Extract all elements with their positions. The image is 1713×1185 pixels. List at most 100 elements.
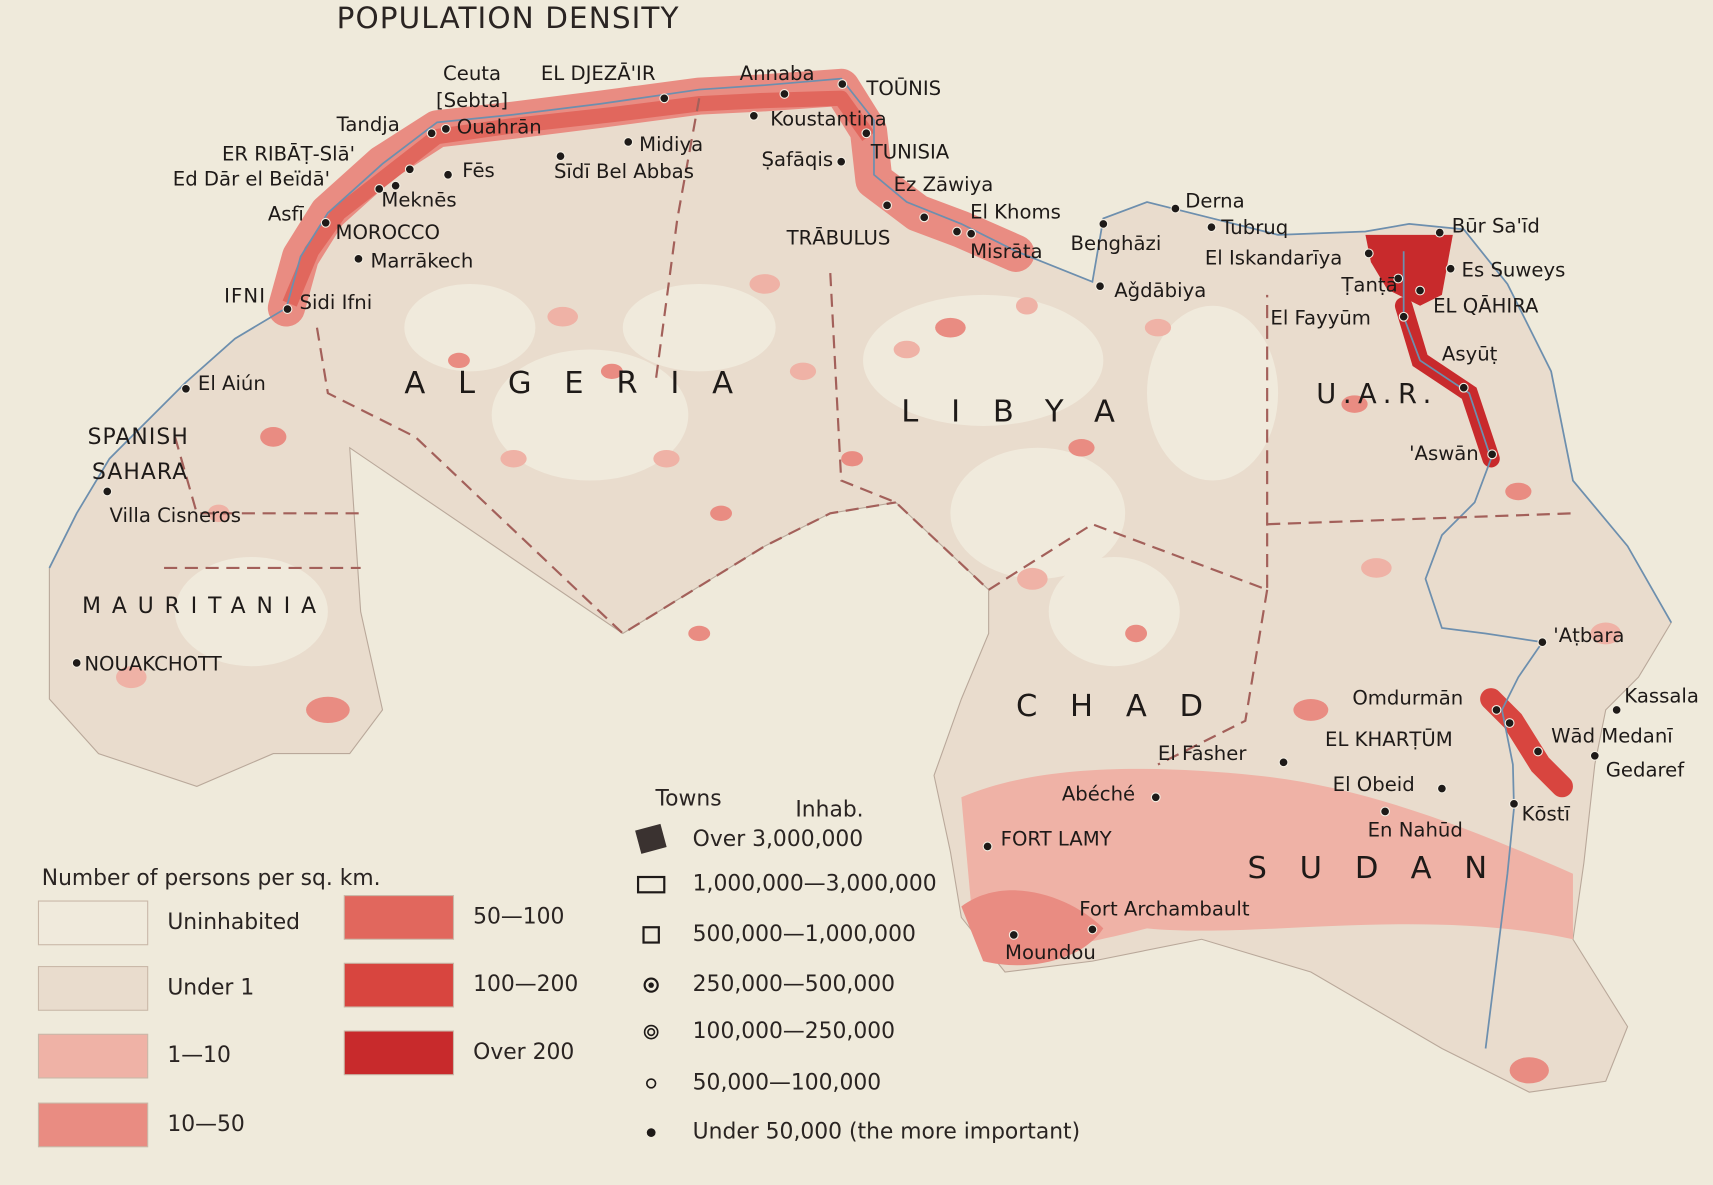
place-label: Ouahrān (457, 115, 542, 138)
populated-area (547, 306, 578, 327)
border (315, 327, 896, 635)
place-label: ER RIBĀṬ-Slā' (222, 142, 355, 166)
legend-label: 250,000—500,000 (693, 972, 895, 997)
town-marker (1458, 382, 1469, 393)
populated-area (841, 451, 864, 467)
uninhabited-area (863, 294, 1104, 426)
legend-swatch (37, 966, 149, 1011)
town-marker (1206, 222, 1217, 233)
place-label: Asyūṭ (1442, 342, 1498, 365)
southern-belt (961, 768, 1573, 948)
populated-area (600, 363, 623, 379)
town-marker (1170, 203, 1181, 214)
populated-area (207, 504, 230, 523)
legend-swatch (343, 962, 455, 1008)
town-marker (1434, 227, 1445, 238)
town-marker (748, 110, 759, 121)
legend-label: Under 50,000 (the more important) (693, 1120, 1080, 1145)
town-marker (180, 383, 191, 394)
populated-area (653, 449, 680, 468)
town-marker (440, 123, 451, 134)
town-symbol (643, 1024, 659, 1040)
populated-area (116, 666, 147, 689)
populated-area (306, 696, 350, 724)
populated-area (1293, 698, 1329, 721)
country-label: ALGERIA (404, 366, 766, 401)
place-label: Kassala (1624, 684, 1699, 707)
populated-area (789, 362, 817, 381)
town-marker (1363, 248, 1374, 259)
place-label: Ṭanṭā (1340, 274, 1397, 297)
populated-area (1505, 482, 1532, 501)
place-label: El Fāsher (1158, 742, 1247, 765)
town-marker (443, 169, 453, 180)
place-label: Moundou (1005, 941, 1096, 964)
place-label: El Iskandarīya (1205, 246, 1342, 269)
place-label: Ed Dār el Beïdā' (173, 168, 330, 191)
country-label: SPANISH (88, 425, 189, 450)
legend-label: Over 3,000,000 (693, 827, 864, 852)
place-label: NOUAKCHOTT (84, 653, 222, 676)
uninhabited-area (1147, 305, 1279, 481)
place-label: EL KHARṬŪM (1325, 727, 1453, 751)
chad-south (961, 890, 1104, 966)
legend-label: 100,000—250,000 (693, 1019, 895, 1044)
legend-label: 10—50 (167, 1112, 244, 1137)
border (1267, 512, 1573, 526)
place-label: Ceuta (443, 62, 501, 85)
populated-area (749, 274, 781, 294)
legend-label: Under 1 (167, 975, 254, 1000)
town-marker (404, 164, 415, 175)
populated-area (688, 625, 711, 642)
country-label: IFNI (224, 285, 266, 308)
populated-area (1125, 624, 1148, 643)
place-label: TRĀBULUS (786, 226, 891, 250)
place-label: 'Aswān (1409, 442, 1479, 465)
town-marker (882, 200, 892, 211)
legend-swatch (343, 895, 455, 940)
town-symbol (635, 823, 667, 854)
town-marker (1537, 637, 1548, 648)
town-marker (1415, 285, 1425, 296)
town-marker (1087, 924, 1098, 935)
town-symbol (647, 1028, 656, 1037)
populated-area (893, 340, 920, 359)
town-marker (1393, 273, 1404, 284)
town-marker (1504, 718, 1515, 728)
populated-area (1015, 297, 1038, 315)
uninhabited-area (950, 447, 1126, 579)
town-marker (1398, 311, 1409, 322)
place-label: Midiya (639, 133, 703, 156)
place-label: TUNISIA (870, 140, 950, 163)
place-label: Aǧdābiya (1114, 279, 1206, 302)
place-label: El Obeid (1333, 773, 1415, 796)
place-label: En Nahūd (1368, 819, 1463, 842)
town-marker (1436, 783, 1447, 794)
populated-area (1590, 622, 1622, 645)
town-marker (982, 841, 993, 852)
country-label: LIBYA (901, 394, 1147, 429)
border (829, 272, 990, 591)
legend-label: 1,000,000—3,000,000 (693, 872, 937, 897)
town-symbol (642, 926, 660, 944)
legend: Uninhabited Under 1 1—10 10—50 50—100 100—200… (37, 823, 1080, 1148)
populated-area (1341, 395, 1368, 413)
place-label: Asfī (268, 203, 305, 226)
place-label: Benghāzi (1071, 232, 1162, 255)
place-label: Omdurmān (1352, 686, 1463, 709)
place-label: Misrāta (970, 240, 1042, 263)
place-label: EL QĀHIRA (1433, 293, 1539, 317)
density-legend-title: Number of persons per sq. km. (42, 866, 381, 891)
place-label: [Sebta] (436, 89, 508, 112)
town-marker (966, 228, 977, 239)
populated-area (448, 352, 470, 369)
populated-area (500, 449, 527, 468)
town-marker (1098, 218, 1109, 229)
town-marker (282, 304, 293, 314)
country-label: U.A.R. (1316, 379, 1438, 410)
place-label: Kōstī (1522, 802, 1571, 825)
delta (1365, 234, 1453, 306)
border (173, 436, 361, 515)
